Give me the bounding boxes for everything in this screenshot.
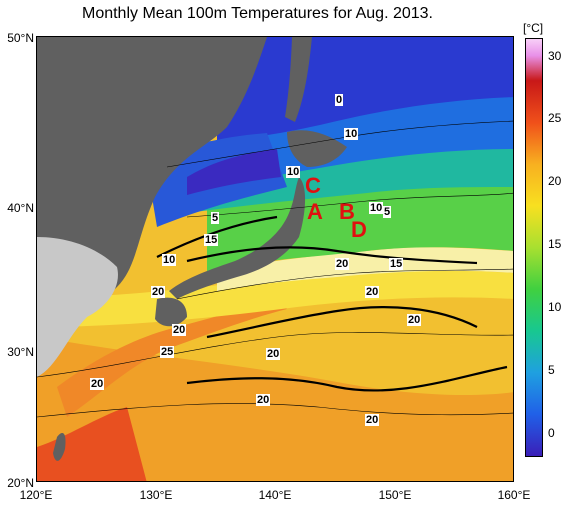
contour-20-south <box>186 365 508 392</box>
lat-label-20n: 20°N <box>7 476 34 490</box>
contour-line-a <box>37 332 513 378</box>
contour-label: 20 <box>365 286 380 298</box>
station-marker-a: A <box>307 199 323 224</box>
contour-label: 20 <box>266 348 281 360</box>
colorbar-tick-5: 5 <box>548 363 555 377</box>
contour-label: 10 <box>344 128 359 140</box>
contour-label: 15 <box>389 258 404 270</box>
contour-label: 25 <box>160 346 175 358</box>
band-red-southwest <box>37 407 147 481</box>
korea-china-coast <box>37 237 118 377</box>
temperature-colorbar <box>525 38 543 457</box>
contour-label: 20 <box>256 394 271 406</box>
colorbar-tick-20: 20 <box>548 174 562 188</box>
lon-label-150e: 150°E <box>378 488 412 502</box>
sakhalin <box>285 37 312 122</box>
colorbar-tick-30: 30 <box>548 49 562 63</box>
lat-label-50n: 50°N <box>7 31 34 45</box>
band-orange-south <box>37 337 513 481</box>
contour-label: 20 <box>365 414 380 426</box>
colorbar-tick-10: 10 <box>548 300 562 314</box>
contour-label: 5 <box>383 206 392 218</box>
contour-10 <box>156 215 278 258</box>
band-lightyellow <box>217 247 513 291</box>
contour-label: 20 <box>407 314 422 326</box>
kyushu-shikoku <box>155 297 187 327</box>
station-marker-b: B <box>339 199 355 224</box>
band-teal <box>187 147 513 213</box>
lon-label-140e: 140°E <box>258 488 292 502</box>
japan-sea-purple <box>187 149 281 195</box>
station-marker-c: C <box>305 173 321 198</box>
lon-label-120e: 120°E <box>19 488 53 502</box>
contour-line-b <box>37 403 513 418</box>
contour-label: 0 <box>335 94 344 106</box>
colorbar-tick-25: 25 <box>548 111 562 125</box>
lon-label-160e: 160°E <box>497 488 531 502</box>
contour-label: 15 <box>204 234 219 246</box>
contour-line-d <box>186 192 513 218</box>
contour-label: 20 <box>151 286 166 298</box>
contour-label: 10 <box>162 254 177 266</box>
colorbar-tick-15: 15 <box>548 237 562 251</box>
station-marker-d: D <box>351 217 367 242</box>
contour-label: 20 <box>172 324 187 336</box>
contour-20-north <box>206 306 478 339</box>
lat-label-40n: 40°N <box>7 201 34 215</box>
lat-label-30n: 30°N <box>7 345 34 359</box>
contour-label: 10 <box>369 202 384 214</box>
map-title: Monthly Mean 100m Temperatures for Aug. … <box>81 5 433 22</box>
contour-label: 20 <box>90 378 105 390</box>
lon-label-130e: 130°E <box>139 488 173 502</box>
taiwan <box>53 433 66 461</box>
contour-label: 5 <box>211 212 220 224</box>
contour-line-c <box>176 268 513 300</box>
contour-label: 20 <box>335 258 350 270</box>
colorbar-tick-0: 0 <box>548 426 555 440</box>
contour-15 <box>186 246 478 265</box>
temperature-map: 0 10 10 5 15 10 5 10 20 15 20 20 20 20 2… <box>36 36 514 482</box>
colorbar-unit: [°C] <box>523 21 544 35</box>
honshu <box>169 177 306 299</box>
contour-label: 10 <box>286 166 301 178</box>
